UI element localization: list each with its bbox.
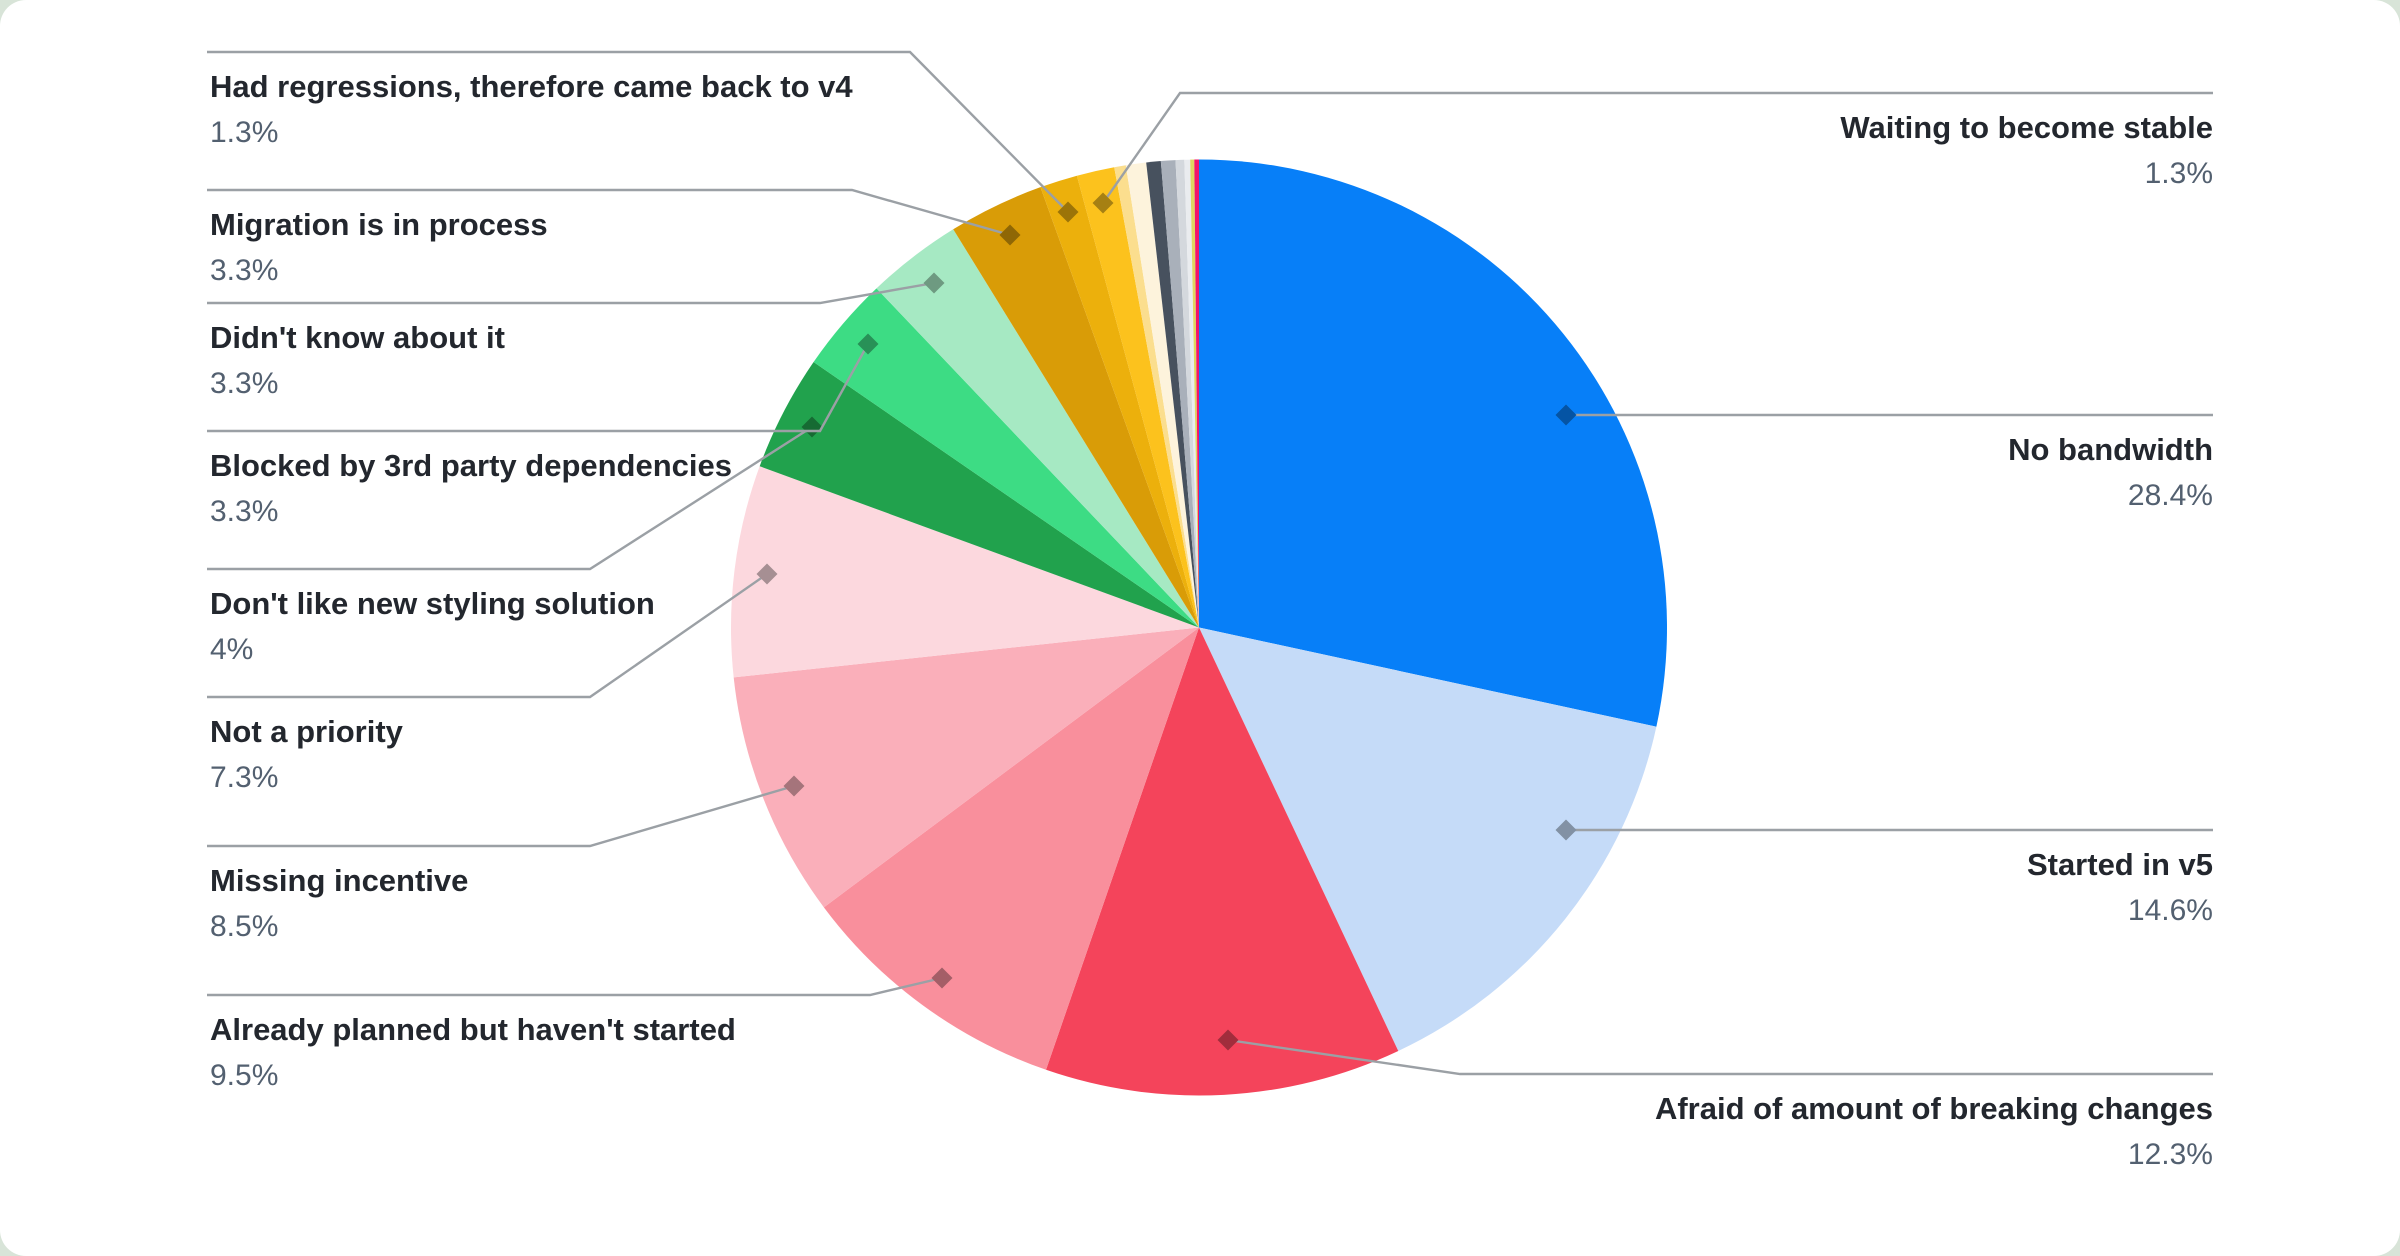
label-anchor-diamond [756, 563, 778, 585]
pie-slice[interactable] [759, 362, 1199, 628]
label-anchor-diamond [1555, 819, 1577, 841]
slice-label-value: 28.4% [2127, 479, 2213, 512]
label-leader-line [207, 343, 870, 433]
pie-slice[interactable] [1114, 165, 1199, 628]
pie-slice[interactable] [1125, 162, 1199, 628]
pie-slice[interactable] [823, 627, 1199, 1070]
slice-label: Waiting to become stable 1.3% [1840, 108, 2213, 193]
pie-slice[interactable] [1199, 159, 1667, 727]
label-anchor-diamond [1217, 1029, 1239, 1051]
slice-label-text: Not a priority [210, 714, 403, 749]
label-anchor-diamond [783, 775, 805, 797]
slice-label-text: Afraid of amount of breaking changes [1654, 1091, 2213, 1126]
pie-slice[interactable] [733, 627, 1199, 908]
slice-label: Migration is in process 3.3% [210, 205, 548, 290]
label-anchor-diamond [857, 333, 879, 355]
slice-label-value: 12.3% [2127, 1138, 2213, 1171]
pie-slice[interactable] [1046, 627, 1399, 1096]
label-leader-line [1227, 1038, 2213, 1076]
pie-slice[interactable] [1040, 175, 1199, 628]
pie-slice[interactable] [1184, 159, 1199, 628]
slice-label: Already planned but haven't started 9.5% [210, 1010, 736, 1095]
slice-label-value: 9.5% [210, 1059, 279, 1092]
slice-label: Started in v5 14.6% [2027, 845, 2213, 930]
label-leader-line [207, 976, 943, 997]
pie-slice[interactable] [731, 466, 1199, 678]
pie-slice[interactable] [1175, 159, 1199, 628]
label-leader-line [207, 281, 935, 305]
slice-label: Missing incentive 8.5% [210, 861, 468, 946]
slice-label-text: Started in v5 [2026, 847, 2213, 882]
slice-label-text: Didn't know about it [210, 320, 505, 355]
slice-label-value: 7.3% [210, 761, 279, 794]
slice-label-text: No bandwidth [2008, 432, 2213, 467]
label-anchor-diamond [1555, 404, 1577, 426]
pie-slice[interactable] [1146, 161, 1199, 628]
slice-label-value: 1.3% [210, 116, 279, 149]
pie-slice[interactable] [1190, 159, 1199, 628]
slice-label-text: Waiting to become stable [1840, 110, 2213, 145]
pie-slice[interactable] [1160, 160, 1199, 628]
label-leader-line [207, 573, 768, 699]
slice-label: Blocked by 3rd party dependencies 3.3% [210, 446, 732, 531]
slice-label-value: 8.5% [210, 910, 279, 943]
slice-label: Not a priority 7.3% [210, 712, 403, 797]
slice-label: Had regressions, therefore came back to … [210, 67, 853, 152]
slice-label: Don't like new styling solution 4% [210, 584, 655, 669]
label-anchor-diamond [999, 224, 1021, 246]
pie-slice[interactable] [1194, 159, 1199, 628]
slice-label: Afraid of amount of breaking changes 12.3… [1655, 1089, 2213, 1174]
slice-label: Didn't know about it 3.3% [210, 318, 505, 403]
slice-label: No bandwidth 28.4% [2008, 430, 2213, 515]
label-leader-line [207, 188, 1011, 237]
pie-slice[interactable] [813, 288, 1199, 628]
label-anchor-diamond [801, 416, 823, 438]
pie-slice[interactable] [876, 229, 1199, 628]
slice-label-value: 1.3% [2144, 157, 2213, 190]
slice-label-text: Don't like new styling solution [210, 586, 655, 621]
slice-label-text: Had regressions, therefore came back to … [210, 69, 853, 104]
pie-slice[interactable] [953, 187, 1199, 628]
label-leader-line [1102, 91, 2213, 204]
label-leader-line [207, 784, 795, 848]
slice-label-value: 3.3% [210, 367, 279, 400]
label-anchor-diamond [923, 272, 945, 294]
slice-label-text: Blocked by 3rd party dependencies [210, 448, 733, 483]
label-leader-line [207, 50, 1069, 213]
slice-label-value: 14.6% [2127, 894, 2213, 927]
label-anchor-diamond [1057, 201, 1079, 223]
slice-label-value: 3.3% [210, 495, 279, 528]
slice-label-value: 4% [210, 633, 254, 666]
label-anchor-diamond [931, 967, 953, 989]
pie-slice[interactable] [1199, 627, 1657, 1051]
label-leader-line [207, 425, 813, 571]
pie-slice[interactable] [1076, 167, 1199, 628]
slice-label-text: Already planned but haven't started [210, 1012, 736, 1047]
slice-label-text: Missing incentive [210, 863, 469, 898]
slice-label-text: Migration is in process [210, 207, 548, 242]
slice-label-value: 3.3% [210, 254, 279, 287]
label-anchor-diamond [1092, 192, 1114, 214]
